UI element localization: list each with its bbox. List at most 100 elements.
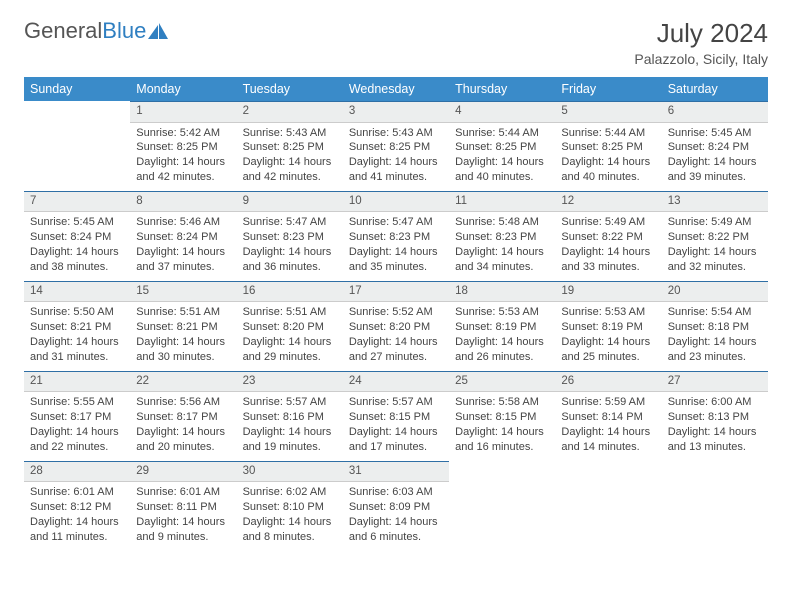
daylight-text-1: Daylight: 14 hours: [668, 425, 762, 440]
daylight-text-1: Daylight: 14 hours: [561, 335, 655, 350]
calendar-cell: 8Sunrise: 5:46 AMSunset: 8:24 PMDaylight…: [130, 191, 236, 281]
daylight-text-1: Daylight: 14 hours: [30, 245, 124, 260]
day-content: Sunrise: 5:48 AMSunset: 8:23 PMDaylight:…: [449, 212, 555, 280]
sunrise-text: Sunrise: 6:02 AM: [243, 485, 337, 500]
daylight-text-2: and 30 minutes.: [136, 350, 230, 365]
daylight-text-2: and 29 minutes.: [243, 350, 337, 365]
day-number: 21: [24, 371, 130, 393]
day-number: 31: [343, 461, 449, 483]
day-content: Sunrise: 5:57 AMSunset: 8:16 PMDaylight:…: [237, 392, 343, 460]
day-content: Sunrise: 5:43 AMSunset: 8:25 PMDaylight:…: [343, 123, 449, 191]
logo-sail-icon: [148, 23, 168, 39]
weekday-header: Thursday: [449, 77, 555, 101]
daylight-text-1: Daylight: 14 hours: [136, 335, 230, 350]
daylight-text-2: and 33 minutes.: [561, 260, 655, 275]
daylight-text-2: and 27 minutes.: [349, 350, 443, 365]
day-content: Sunrise: 5:58 AMSunset: 8:15 PMDaylight:…: [449, 392, 555, 460]
sunset-text: Sunset: 8:19 PM: [561, 320, 655, 335]
sunset-text: Sunset: 8:16 PM: [243, 410, 337, 425]
calendar-row: 14Sunrise: 5:50 AMSunset: 8:21 PMDayligh…: [24, 281, 768, 371]
daylight-text-2: and 23 minutes.: [668, 350, 762, 365]
calendar-row: 1Sunrise: 5:42 AMSunset: 8:25 PMDaylight…: [24, 101, 768, 191]
daylight-text-1: Daylight: 14 hours: [455, 155, 549, 170]
day-content: Sunrise: 5:46 AMSunset: 8:24 PMDaylight:…: [130, 212, 236, 280]
sunset-text: Sunset: 8:17 PM: [136, 410, 230, 425]
sunrise-text: Sunrise: 5:49 AM: [561, 215, 655, 230]
day-number: 6: [662, 101, 768, 123]
sunrise-text: Sunrise: 5:57 AM: [349, 395, 443, 410]
sunset-text: Sunset: 8:20 PM: [243, 320, 337, 335]
weekday-header: Monday: [130, 77, 236, 101]
daylight-text-2: and 38 minutes.: [30, 260, 124, 275]
calendar-cell: [662, 461, 768, 551]
weekday-header: Sunday: [24, 77, 130, 101]
sunrise-text: Sunrise: 6:00 AM: [668, 395, 762, 410]
calendar-cell: 22Sunrise: 5:56 AMSunset: 8:17 PMDayligh…: [130, 371, 236, 461]
calendar-cell: 25Sunrise: 5:58 AMSunset: 8:15 PMDayligh…: [449, 371, 555, 461]
sunset-text: Sunset: 8:22 PM: [561, 230, 655, 245]
day-number: 27: [662, 371, 768, 393]
sunset-text: Sunset: 8:25 PM: [136, 140, 230, 155]
sunset-text: Sunset: 8:22 PM: [668, 230, 762, 245]
day-content: Sunrise: 5:52 AMSunset: 8:20 PMDaylight:…: [343, 302, 449, 370]
sunset-text: Sunset: 8:24 PM: [668, 140, 762, 155]
day-number: 22: [130, 371, 236, 393]
daylight-text-1: Daylight: 14 hours: [243, 515, 337, 530]
day-number: 30: [237, 461, 343, 483]
day-number: 7: [24, 191, 130, 213]
sunrise-text: Sunrise: 5:45 AM: [668, 126, 762, 141]
daylight-text-1: Daylight: 14 hours: [30, 425, 124, 440]
calendar-cell: 28Sunrise: 6:01 AMSunset: 8:12 PMDayligh…: [24, 461, 130, 551]
calendar-cell: 3Sunrise: 5:43 AMSunset: 8:25 PMDaylight…: [343, 101, 449, 191]
weekday-header: Wednesday: [343, 77, 449, 101]
daylight-text-2: and 9 minutes.: [136, 530, 230, 545]
calendar-cell: 30Sunrise: 6:02 AMSunset: 8:10 PMDayligh…: [237, 461, 343, 551]
day-content: Sunrise: 5:57 AMSunset: 8:15 PMDaylight:…: [343, 392, 449, 460]
day-content: Sunrise: 5:47 AMSunset: 8:23 PMDaylight:…: [237, 212, 343, 280]
sunset-text: Sunset: 8:23 PM: [243, 230, 337, 245]
day-number: 12: [555, 191, 661, 213]
day-content: Sunrise: 5:49 AMSunset: 8:22 PMDaylight:…: [662, 212, 768, 280]
calendar-cell: 21Sunrise: 5:55 AMSunset: 8:17 PMDayligh…: [24, 371, 130, 461]
daylight-text-1: Daylight: 14 hours: [668, 155, 762, 170]
daylight-text-1: Daylight: 14 hours: [30, 335, 124, 350]
day-content: Sunrise: 5:56 AMSunset: 8:17 PMDaylight:…: [130, 392, 236, 460]
calendar-cell: 26Sunrise: 5:59 AMSunset: 8:14 PMDayligh…: [555, 371, 661, 461]
daylight-text-2: and 39 minutes.: [668, 170, 762, 185]
sunrise-text: Sunrise: 5:48 AM: [455, 215, 549, 230]
day-number: 1: [130, 101, 236, 123]
daylight-text-1: Daylight: 14 hours: [455, 245, 549, 260]
day-number: 24: [343, 371, 449, 393]
sunset-text: Sunset: 8:13 PM: [668, 410, 762, 425]
sunrise-text: Sunrise: 5:43 AM: [349, 126, 443, 141]
sunset-text: Sunset: 8:25 PM: [349, 140, 443, 155]
day-number: 20: [662, 281, 768, 303]
calendar-cell: 5Sunrise: 5:44 AMSunset: 8:25 PMDaylight…: [555, 101, 661, 191]
calendar-cell: [555, 461, 661, 551]
calendar-cell: [449, 461, 555, 551]
day-content: Sunrise: 6:01 AMSunset: 8:11 PMDaylight:…: [130, 482, 236, 550]
calendar-table: Sunday Monday Tuesday Wednesday Thursday…: [24, 77, 768, 551]
sunrise-text: Sunrise: 5:54 AM: [668, 305, 762, 320]
sunset-text: Sunset: 8:24 PM: [30, 230, 124, 245]
calendar-cell: 1Sunrise: 5:42 AMSunset: 8:25 PMDaylight…: [130, 101, 236, 191]
calendar-body: 1Sunrise: 5:42 AMSunset: 8:25 PMDaylight…: [24, 101, 768, 551]
daylight-text-2: and 13 minutes.: [668, 440, 762, 455]
daylight-text-2: and 37 minutes.: [136, 260, 230, 275]
day-number: 4: [449, 101, 555, 123]
day-content: Sunrise: 5:43 AMSunset: 8:25 PMDaylight:…: [237, 123, 343, 191]
logo: GeneralBlue: [24, 18, 168, 44]
daylight-text-1: Daylight: 14 hours: [136, 425, 230, 440]
calendar-title: July 2024: [634, 18, 768, 49]
calendar-cell: 9Sunrise: 5:47 AMSunset: 8:23 PMDaylight…: [237, 191, 343, 281]
day-number: 29: [130, 461, 236, 483]
sunrise-text: Sunrise: 5:51 AM: [136, 305, 230, 320]
calendar-cell: 19Sunrise: 5:53 AMSunset: 8:19 PMDayligh…: [555, 281, 661, 371]
day-number: 23: [237, 371, 343, 393]
sunset-text: Sunset: 8:25 PM: [561, 140, 655, 155]
day-content: Sunrise: 5:53 AMSunset: 8:19 PMDaylight:…: [449, 302, 555, 370]
daylight-text-2: and 32 minutes.: [668, 260, 762, 275]
daylight-text-1: Daylight: 14 hours: [349, 245, 443, 260]
logo-part1: General: [24, 18, 102, 44]
day-number: 10: [343, 191, 449, 213]
